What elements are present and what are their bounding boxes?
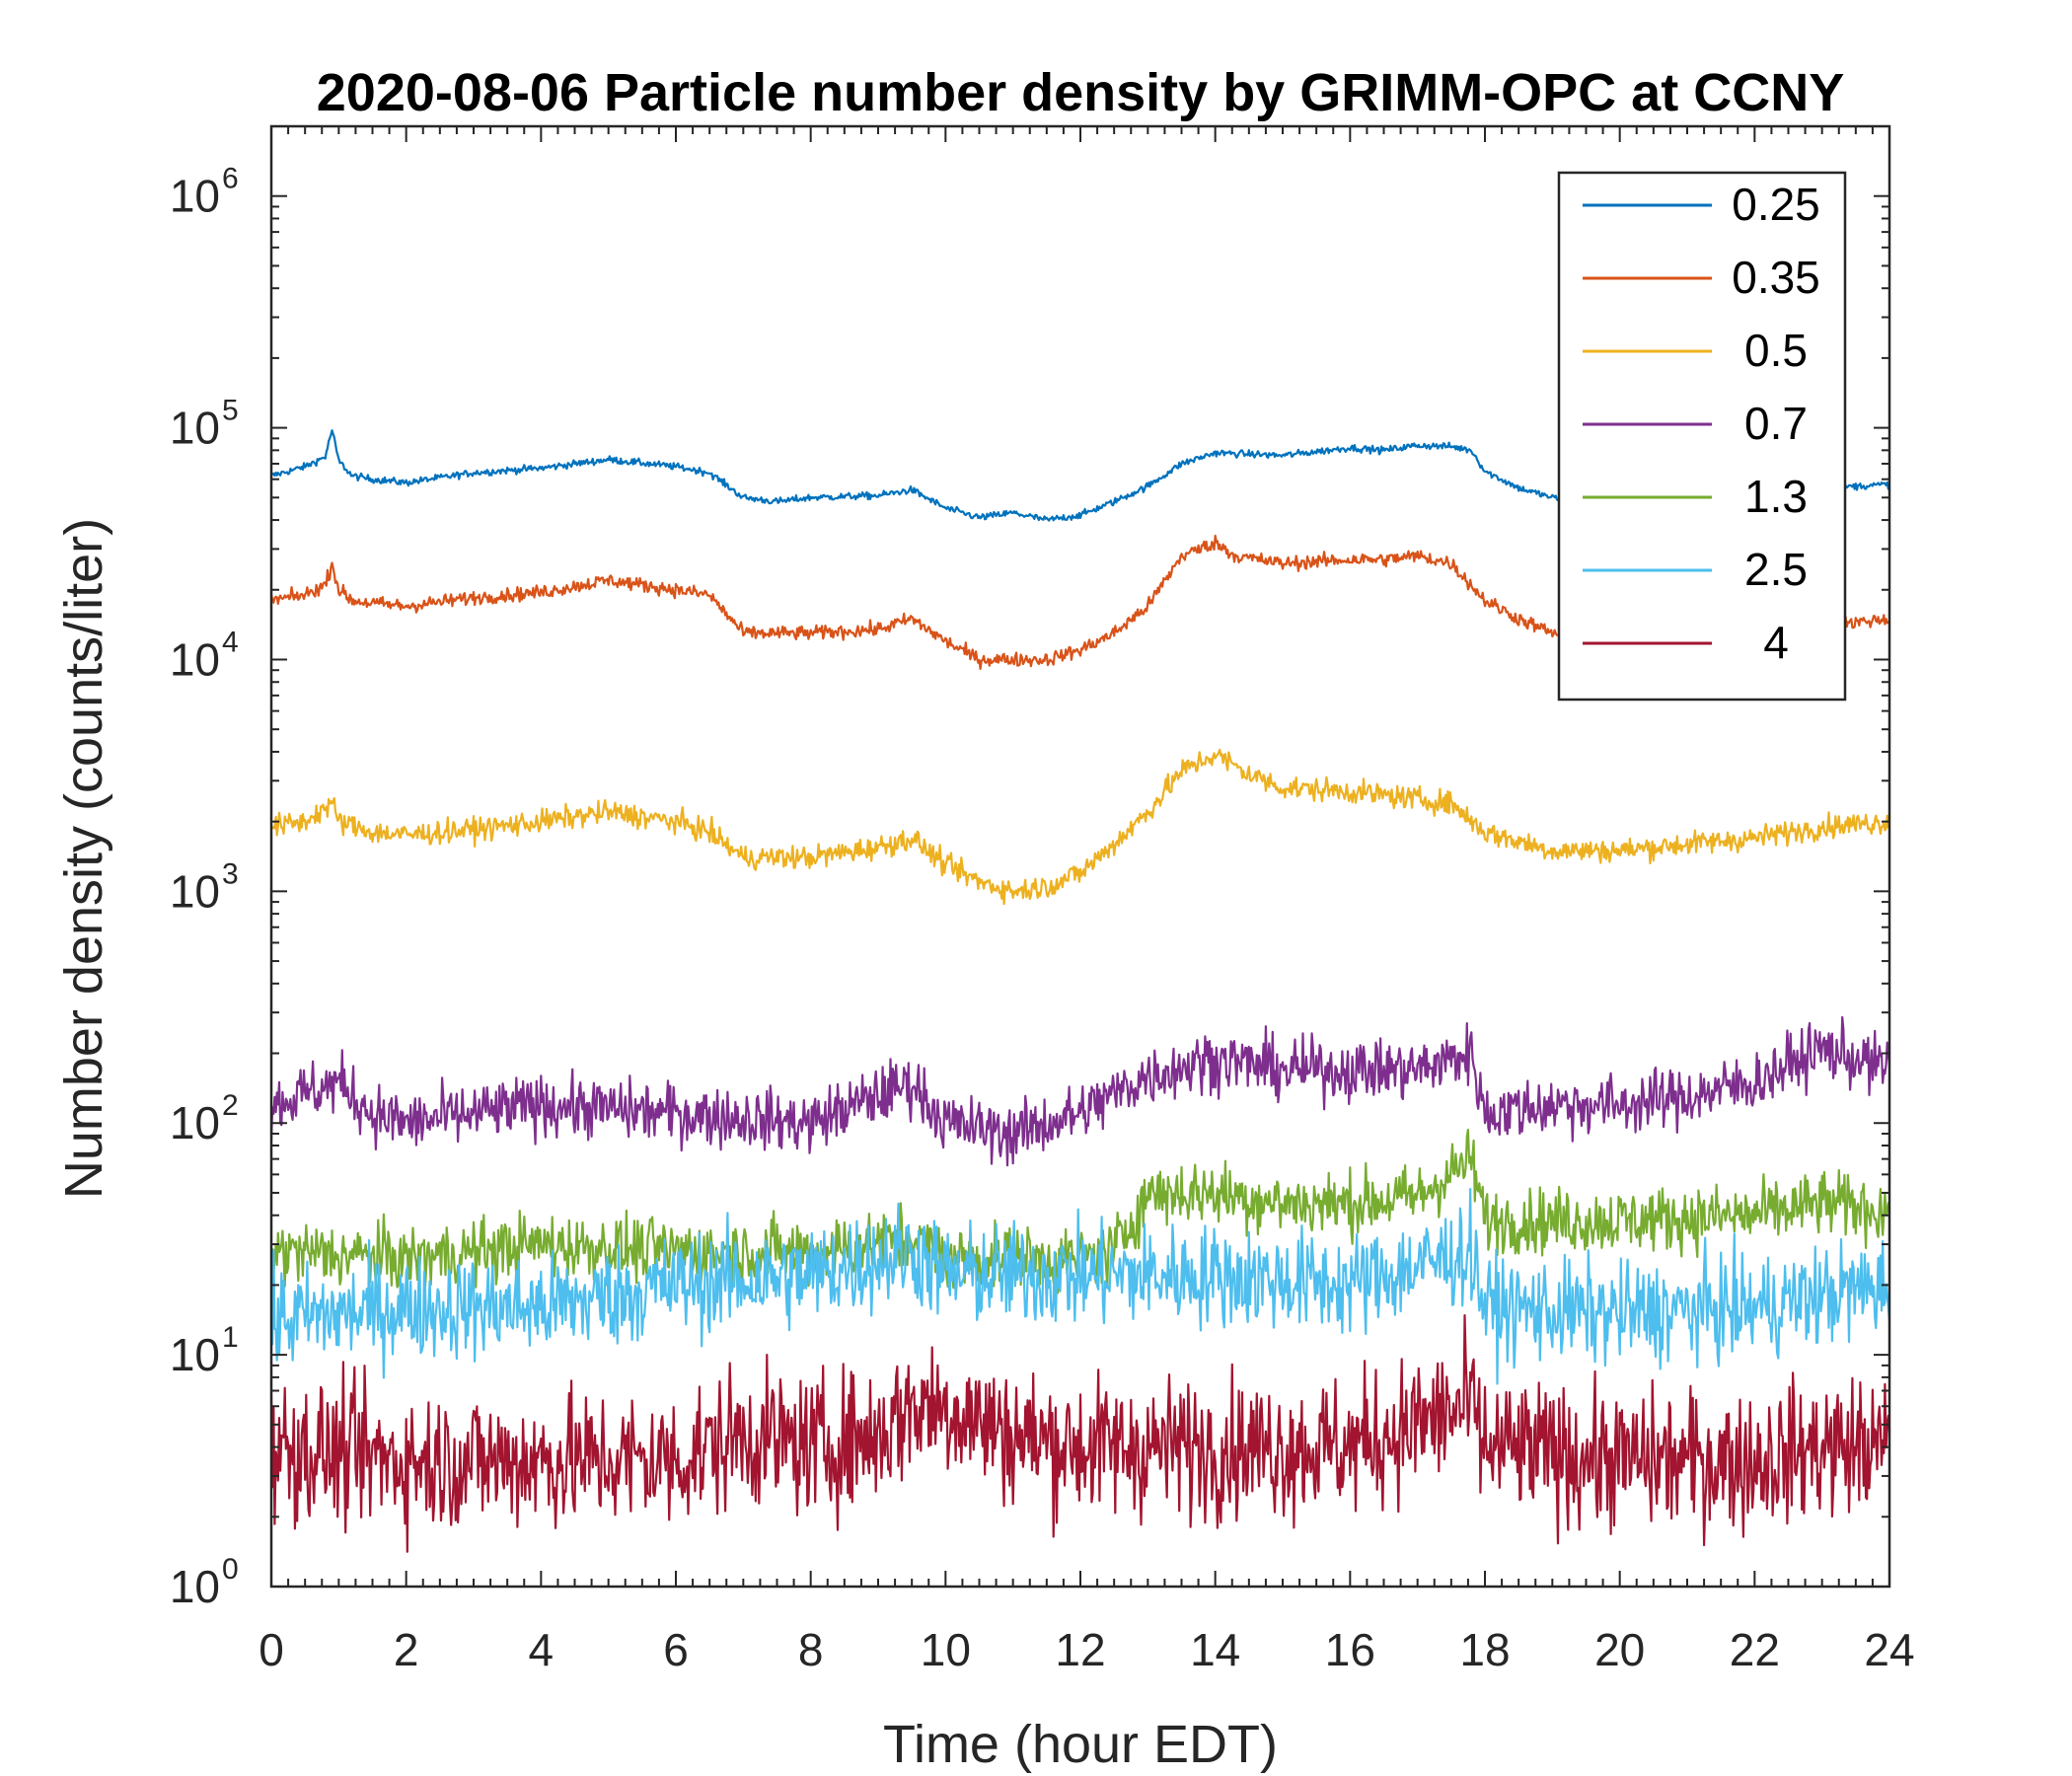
x-tick-label: 0 [259, 1624, 284, 1675]
x-axis-label: Time (hour EDT) [883, 1715, 1278, 1774]
x-tick-label: 14 [1190, 1624, 1240, 1675]
legend-label: 1.3 [1744, 471, 1808, 522]
legend-label: 0.35 [1732, 252, 1820, 303]
y-tick-exponent: 6 [222, 163, 239, 195]
y-tick-exponent: 2 [222, 1089, 239, 1122]
x-tick-label: 10 [921, 1624, 971, 1675]
series-layer [269, 429, 1891, 1553]
x-tick-label: 2 [394, 1624, 419, 1675]
y-tick-label: 10 [170, 1097, 220, 1148]
series-line-5 [269, 1188, 1891, 1385]
series-line-6 [269, 1314, 1891, 1553]
y-tick-label: 10 [170, 403, 220, 454]
legend-label: 0.5 [1744, 325, 1808, 376]
legend-label: 2.5 [1744, 544, 1808, 595]
y-tick-label: 10 [170, 171, 220, 222]
x-tick-label: 8 [798, 1624, 824, 1675]
x-tick-label: 16 [1325, 1624, 1375, 1675]
y-tick-exponent: 5 [222, 395, 239, 427]
y-tick-label: 10 [170, 1561, 220, 1612]
legend: 0.25 0.35 0.5 0.7 1.3 2.5 4 [1557, 171, 1847, 702]
y-tick-exponent: 3 [222, 857, 239, 890]
legend-label: 0.7 [1744, 398, 1808, 449]
series-line-2 [270, 748, 1891, 906]
series-line-4 [269, 1128, 1891, 1296]
x-tick-label: 6 [663, 1624, 689, 1675]
y-tick-exponent: 1 [222, 1321, 239, 1354]
y-tick-label: 10 [170, 1329, 220, 1380]
y-tick-label: 10 [170, 865, 220, 917]
y-tick-label: 10 [170, 633, 220, 685]
x-tick-label: 12 [1055, 1624, 1105, 1675]
x-tick-label: 24 [1864, 1624, 1914, 1675]
x-tick-label: 4 [529, 1624, 555, 1675]
legend-label: 4 [1763, 617, 1789, 668]
y-tick-exponent: 4 [222, 626, 239, 658]
y-axis-label: Number density (counts/liter) [54, 518, 113, 1199]
chart-title: 2020-08-06 Particle number density by GR… [317, 63, 1844, 122]
x-tick-label: 22 [1730, 1624, 1780, 1675]
legend-label: 0.25 [1732, 179, 1820, 230]
legend-box [1557, 171, 1847, 702]
x-tick-label: 20 [1594, 1624, 1645, 1675]
y-tick-exponent: 0 [222, 1553, 239, 1586]
x-tick-label: 18 [1459, 1624, 1510, 1675]
series-line-3 [269, 1015, 1891, 1167]
